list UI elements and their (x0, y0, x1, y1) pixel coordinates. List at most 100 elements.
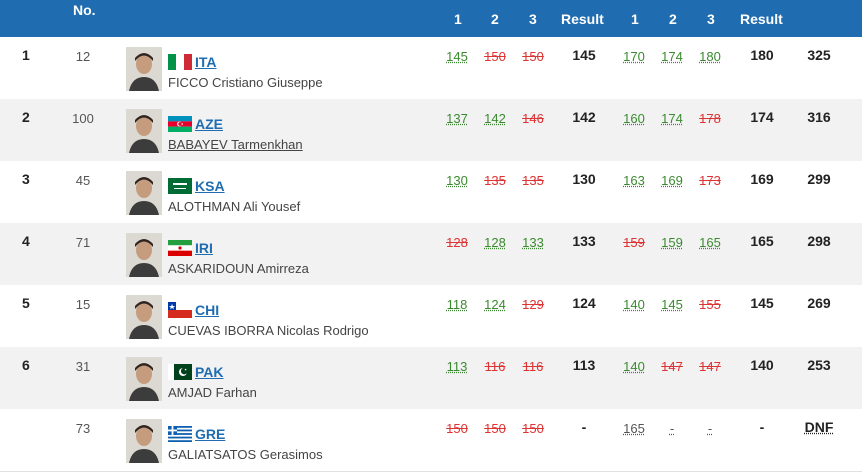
header-cj-result: Result (740, 11, 783, 27)
snatch-attempt-1[interactable]: 150 (446, 421, 468, 436)
snatch-attempt-1[interactable]: 145 (446, 49, 468, 64)
athlete-name: ALOTHMAN Ali Yousef (168, 199, 301, 214)
cj-attempt-3[interactable]: 173 (699, 173, 721, 188)
total-result: 253 (807, 357, 831, 373)
table-row: 6 31 PAK AMJAD Farhan 113 116 116 113 140 147 147 1… (0, 347, 862, 410)
cj-attempt-3[interactable]: 147 (699, 359, 721, 374)
snatch-result: - (581, 419, 587, 435)
cj-attempt-2[interactable]: 159 (661, 235, 683, 250)
rank-cell: 4 (22, 233, 30, 249)
cj-result: 174 (750, 109, 774, 125)
cj-attempt-2[interactable]: 174 (661, 49, 683, 64)
athlete-name: ASKARIDOUN Amirreza (168, 261, 309, 276)
snatch-attempt-2[interactable]: 116 (484, 359, 506, 374)
cj-attempt-3[interactable]: 178 (699, 111, 721, 126)
cj-result: 180 (750, 47, 774, 63)
rank-cell: 6 (22, 357, 30, 373)
snatch-attempt-3[interactable]: 135 (522, 173, 544, 188)
snatch-attempt-3[interactable]: 133 (522, 235, 544, 250)
snatch-attempt-1[interactable]: 128 (446, 235, 468, 250)
cj-attempt-1[interactable]: 140 (623, 297, 645, 312)
total-result: 325 (807, 47, 831, 63)
rank-cell: 5 (22, 295, 30, 311)
athlete-photo (126, 233, 162, 277)
table-row: 4 71 IRI ASKARIDOUN Amirreza 128 128 133 133 159… (0, 223, 862, 286)
table-row: 3 45 KSA ALOTHMAN Ali Yousef 130 135 135 130 163… (0, 161, 862, 224)
cj-attempt-1[interactable]: 159 (623, 235, 645, 250)
snatch-attempt-3[interactable]: 146 (522, 111, 544, 126)
athlete-photo (126, 295, 162, 339)
header-cj-1: 1 (631, 11, 639, 27)
header-snatch-3: 3 (529, 11, 537, 27)
snatch-attempt-2[interactable]: 128 (484, 235, 506, 250)
cj-attempt-2[interactable]: 169 (661, 173, 683, 188)
snatch-attempt-3[interactable]: 150 (522, 421, 544, 436)
snatch-attempt-1[interactable]: 130 (446, 173, 468, 188)
cj-result: 140 (750, 357, 774, 373)
nation-link[interactable]: IRI (195, 240, 213, 256)
nation-link[interactable]: AZE (195, 116, 223, 132)
table-row: 1 12 ITA FICCO Cristiano Giuseppe 145 150 150 1… (0, 37, 862, 100)
header-no: No. (73, 2, 96, 18)
snatch-attempt-3[interactable]: 116 (522, 359, 544, 374)
header-cj-2: 2 (669, 11, 677, 27)
nation-link[interactable]: ITA (195, 54, 217, 70)
snatch-attempt-3[interactable]: 150 (522, 49, 544, 64)
cj-attempt-2[interactable]: 174 (661, 111, 683, 126)
snatch-result: 145 (572, 47, 596, 63)
header-snatch-1: 1 (454, 11, 462, 27)
cj-result: 169 (750, 171, 774, 187)
header-snatch-result: Result (561, 11, 604, 27)
athlete-number: 31 (75, 359, 91, 374)
athlete-number: 45 (75, 173, 91, 188)
cj-attempt-3[interactable]: 165 (699, 235, 721, 250)
table-row: 5 15 CHI CUEVAS IBORRA Nicolas Rodrigo 118 12… (0, 285, 862, 348)
cj-attempt-1[interactable]: 160 (623, 111, 645, 126)
cj-result: 145 (750, 295, 774, 311)
total-result: 299 (807, 171, 831, 187)
total-result: 269 (807, 295, 831, 311)
snatch-attempt-1[interactable]: 137 (446, 111, 468, 126)
cj-attempt-2: - (669, 421, 675, 436)
athlete-number: 73 (75, 421, 91, 436)
cj-attempt-1[interactable]: 170 (623, 49, 645, 64)
snatch-attempt-2[interactable]: 142 (484, 111, 506, 126)
cj-attempt-1[interactable]: 140 (623, 359, 645, 374)
cj-attempt-1: 165 (623, 421, 645, 436)
athlete-photo (126, 419, 162, 463)
athlete-name: AMJAD Farhan (168, 385, 257, 400)
snatch-attempt-2[interactable]: 150 (484, 49, 506, 64)
snatch-result: 133 (572, 233, 596, 249)
snatch-attempt-2[interactable]: 135 (484, 173, 506, 188)
cj-attempt-2[interactable]: 147 (661, 359, 683, 374)
snatch-attempt-1[interactable]: 113 (446, 359, 468, 374)
snatch-result: 124 (572, 295, 596, 311)
nation-link[interactable]: CHI (195, 302, 220, 318)
total-result: 316 (807, 109, 831, 125)
total-result: DNF (804, 419, 834, 435)
pakistan-flag (168, 364, 192, 380)
snatch-attempt-1[interactable]: 118 (446, 297, 468, 312)
rank-cell: 1 (22, 47, 30, 63)
athlete-number: 15 (75, 297, 91, 312)
cj-attempt-2[interactable]: 145 (661, 297, 683, 312)
snatch-result: 113 (572, 357, 596, 373)
cj-result: 165 (750, 233, 774, 249)
snatch-attempt-2[interactable]: 124 (484, 297, 506, 312)
nation-link[interactable]: GRE (195, 426, 226, 442)
cj-attempt-3[interactable]: 180 (699, 49, 721, 64)
nation-link[interactable]: PAK (195, 364, 224, 380)
rank-cell: 3 (22, 171, 30, 187)
total-result: 298 (807, 233, 831, 249)
snatch-result: 142 (572, 109, 596, 125)
nation-link[interactable]: KSA (195, 178, 225, 194)
snatch-attempt-3[interactable]: 129 (522, 297, 544, 312)
cj-attempt-1[interactable]: 163 (623, 173, 645, 188)
snatch-attempt-2[interactable]: 150 (484, 421, 506, 436)
snatch-result: 130 (572, 171, 596, 187)
athlete-name[interactable]: BABAYEV Tarmenkhan (168, 137, 303, 152)
rank-cell: 2 (22, 109, 30, 125)
cj-attempt-3[interactable]: 155 (699, 297, 721, 312)
athlete-name: GALIATSATOS Gerasimos (168, 447, 323, 462)
